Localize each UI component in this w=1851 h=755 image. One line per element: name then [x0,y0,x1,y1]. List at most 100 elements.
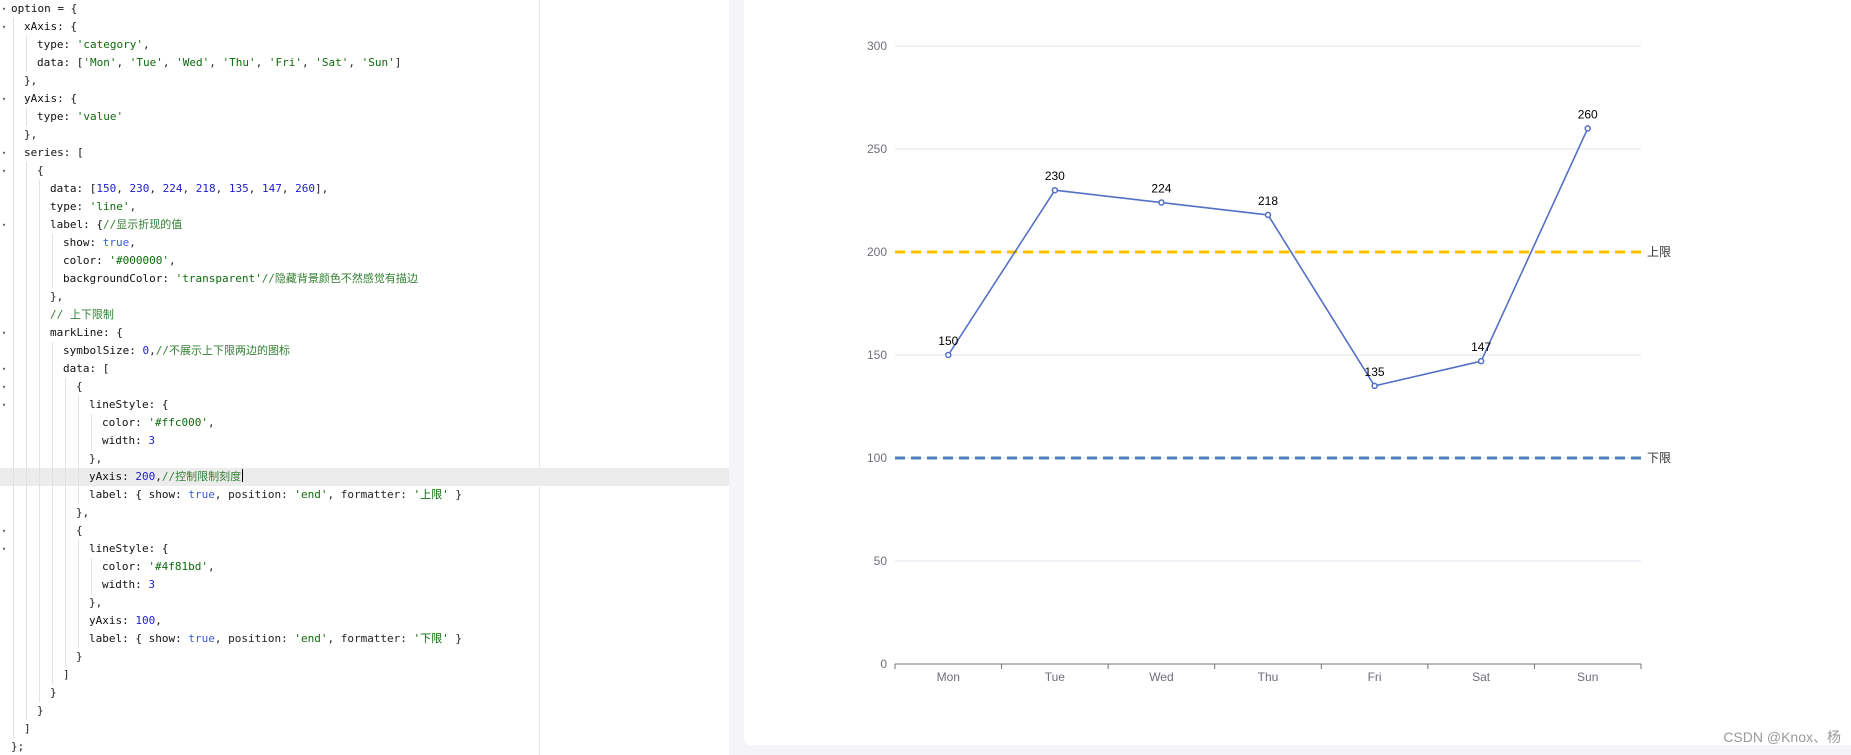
indent-guide [52,558,53,576]
code-line[interactable]: }, [0,126,729,144]
code-line[interactable]: data: [150, 230, 224, 218, 135, 147, 260… [0,180,729,198]
code-line[interactable]: } [0,648,729,666]
code-line[interactable]: ▾ markLine: { [0,324,729,342]
fold-toggle-icon[interactable]: ▾ [1,149,7,157]
code-line[interactable]: }, [0,288,729,306]
code-line[interactable]: ▾ label: {//显示折现的值 [0,216,729,234]
text-cursor [242,469,244,482]
code-line[interactable]: color: '#000000', [0,252,729,270]
code-token: //隐藏背景颜色不然感觉有描边 [261,272,418,285]
code-line[interactable]: label: { show: true, position: 'end', fo… [0,486,729,504]
indent-guide [13,18,14,36]
code-text: } [50,684,57,702]
code-line[interactable]: color: '#ffc000', [0,414,729,432]
code-text: width: 3 [102,432,155,450]
fold-toggle-icon[interactable]: ▾ [1,383,7,391]
code-line[interactable]: ▾ xAxis: { [0,18,729,36]
code-line[interactable]: ▾ lineStyle: { [0,540,729,558]
code-token: , formatter: [327,488,414,501]
x-tick-label: Wed [1149,670,1173,684]
indent-guide [78,558,79,576]
code-line[interactable]: ▾ option = { [0,0,729,18]
code-line[interactable]: color: '#4f81bd', [0,558,729,576]
indent-guide [39,396,40,414]
code-line[interactable]: type: 'category', [0,36,729,54]
indent-guide [39,378,40,396]
code-line[interactable]: }, [0,72,729,90]
code-text: }, [89,450,102,468]
code-line[interactable]: ▾ yAxis: { [0,90,729,108]
code-token: '下限' [413,632,449,645]
code-token: label: { show: [89,632,189,645]
code-line[interactable]: width: 3 [0,432,729,450]
code-token: yAxis: { [24,92,77,105]
code-line[interactable]: }; [0,738,729,755]
code-token: 0 [142,344,150,357]
indent-guide [65,612,66,630]
code-line[interactable]: ▾ data: [ [0,360,729,378]
code-text: }, [89,594,102,612]
fold-toggle-icon[interactable]: ▾ [1,23,7,31]
code-token: 'value' [76,110,124,123]
code-text: data: [150, 230, 224, 218, 135, 147, 260… [50,180,328,198]
code-line[interactable]: }, [0,594,729,612]
code-token: 'Thu' [222,56,256,69]
fold-toggle-icon[interactable]: ▾ [1,221,7,229]
code-line[interactable]: backgroundColor: 'transparent'//隐藏背景颜色不然… [0,270,729,288]
code-line[interactable]: ▾ series: [ [0,144,729,162]
code-line[interactable]: ] [0,666,729,684]
indent-guide [78,486,79,504]
fold-toggle-icon[interactable]: ▾ [1,365,7,373]
indent-guide [52,612,53,630]
code-line[interactable]: type: 'line', [0,198,729,216]
code-token: '#ffc000' [148,416,208,429]
fold-toggle-icon[interactable]: ▾ [1,95,7,103]
code-line[interactable]: symbolSize: 0,//不展示上下限两边的图标 [0,342,729,360]
code-token: , [155,614,162,627]
indent-guide [91,414,92,432]
code-token: }, [89,596,103,609]
y-tick-label: 300 [867,39,887,53]
code-line[interactable]: type: 'value' [0,108,729,126]
code-line[interactable]: }, [0,504,729,522]
indent-guide [52,486,53,504]
indent-guide [26,504,27,522]
code-line[interactable]: // 上下限制 [0,306,729,324]
code-token: color: [102,560,149,573]
code-line[interactable]: ▾ lineStyle: { [0,396,729,414]
indent-guide [52,594,53,612]
indent-guide [13,558,14,576]
code-line[interactable]: width: 3 [0,576,729,594]
code-token: , [129,236,136,249]
fold-toggle-icon[interactable]: ▾ [1,167,7,175]
code-lines[interactable]: ▾ option = {▾ xAxis: {type: 'category', dat… [0,0,729,755]
fold-toggle-icon[interactable]: ▾ [1,329,7,337]
code-line[interactable]: }, [0,450,729,468]
line-chart[interactable]: 0 50 100 150 200 250 300 Mon Tue Wed Thu Fri Sat Sun 上… [744,0,1851,745]
fold-toggle-icon[interactable]: ▾ [1,527,7,535]
y-tick-label: 250 [867,142,887,156]
indent-guide [52,648,53,666]
fold-toggle-icon[interactable]: ▾ [1,545,7,553]
fold-toggle-icon[interactable]: ▾ [1,401,7,409]
code-line[interactable]: } [0,684,729,702]
indent-guide [26,684,27,702]
code-token: show: [63,236,103,249]
code-editor[interactable]: ▾ option = {▾ xAxis: {type: 'category', dat… [0,0,729,755]
indent-guide [26,594,27,612]
code-line[interactable]: ▾{ [0,162,729,180]
code-line[interactable]: show: true, [0,234,729,252]
fold-toggle-icon[interactable]: ▾ [1,5,7,13]
code-line[interactable]: ] [0,720,729,738]
indent-guide [13,54,14,72]
code-line[interactable]: ▾{ [0,378,729,396]
code-line[interactable]: label: { show: true, position: 'end', fo… [0,630,729,648]
code-line[interactable]: ▾{ [0,522,729,540]
code-token: 150 [96,182,117,195]
code-line[interactable]: data: ['Mon', 'Tue', 'Wed', 'Thu', 'Fri'… [0,54,729,72]
indent-guide [26,630,27,648]
code-line[interactable]: yAxis: 200,//控制限制刻度 [0,468,729,486]
code-line[interactable]: yAxis: 100, [0,612,729,630]
indent-guide [26,162,27,180]
code-line[interactable]: } [0,702,729,720]
